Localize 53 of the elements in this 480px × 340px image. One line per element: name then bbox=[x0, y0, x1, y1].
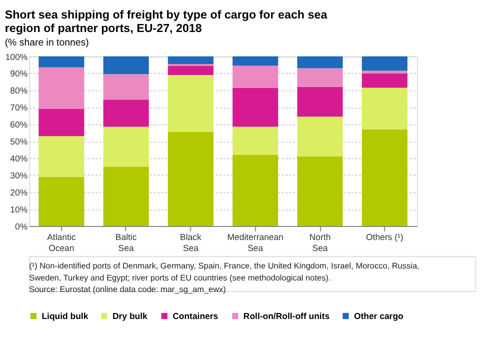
bar bbox=[38, 136, 84, 177]
bar bbox=[232, 56, 278, 66]
legend-label: Other cargo bbox=[354, 310, 404, 321]
bar bbox=[297, 116, 343, 156]
x-tick-label: North Sea bbox=[309, 232, 331, 253]
bar bbox=[297, 156, 343, 226]
y-tick-label: 80% bbox=[10, 86, 28, 96]
x-tick-label: Mediterranean Sea bbox=[227, 232, 284, 253]
bar bbox=[103, 166, 149, 226]
chart-title: Short sea shipping of freight by type of cargo for each sea region of partner ports, EU-27, 2018 bbox=[4, 8, 328, 36]
y-tick-label: 10% bbox=[10, 204, 28, 214]
bar bbox=[362, 70, 408, 74]
legend-label: Containers bbox=[172, 310, 218, 321]
legend-label: Dry bulk bbox=[112, 310, 148, 321]
bar bbox=[103, 56, 149, 74]
chart-subtitle: (% share in tonnes) bbox=[4, 38, 89, 49]
bar bbox=[362, 88, 408, 130]
bar bbox=[38, 176, 84, 226]
y-tick-label: 50% bbox=[10, 136, 28, 147]
bar bbox=[297, 56, 343, 68]
bar bbox=[38, 108, 84, 136]
legend-label: Roll-on/Roll-off units bbox=[243, 310, 330, 321]
x-tick-label: Black Sea bbox=[180, 232, 202, 253]
bar bbox=[297, 68, 343, 87]
y-tick-label: 90% bbox=[10, 68, 28, 79]
bar bbox=[168, 56, 214, 64]
x-tick-label: Atlantic Ocean bbox=[47, 232, 76, 253]
y-tick-label: 30% bbox=[10, 170, 28, 181]
bar bbox=[38, 56, 84, 68]
x-tick-label: Baltic Sea bbox=[115, 232, 138, 253]
bar bbox=[103, 74, 149, 100]
bar bbox=[168, 75, 214, 132]
x-tick-label: Others (¹) bbox=[366, 232, 404, 242]
y-tick-label: 60% bbox=[10, 120, 28, 130]
bar bbox=[232, 66, 278, 88]
bar bbox=[232, 126, 278, 155]
bar bbox=[362, 129, 408, 226]
legend-label: Liquid bulk bbox=[42, 310, 88, 321]
bar bbox=[168, 66, 214, 76]
bar bbox=[168, 132, 214, 226]
y-tick-label: 0% bbox=[15, 221, 28, 232]
y-tick-label: 100% bbox=[5, 52, 28, 62]
y-tick-label: 70% bbox=[10, 102, 28, 113]
y-tick-label: 20% bbox=[10, 188, 28, 198]
bar bbox=[362, 73, 408, 88]
bar bbox=[103, 100, 149, 127]
bar bbox=[232, 88, 278, 127]
bar bbox=[38, 67, 84, 109]
bar bbox=[232, 154, 278, 226]
bar bbox=[297, 86, 343, 117]
bar bbox=[103, 126, 149, 167]
y-tick-label: 40% bbox=[10, 154, 28, 164]
bar bbox=[362, 56, 408, 71]
